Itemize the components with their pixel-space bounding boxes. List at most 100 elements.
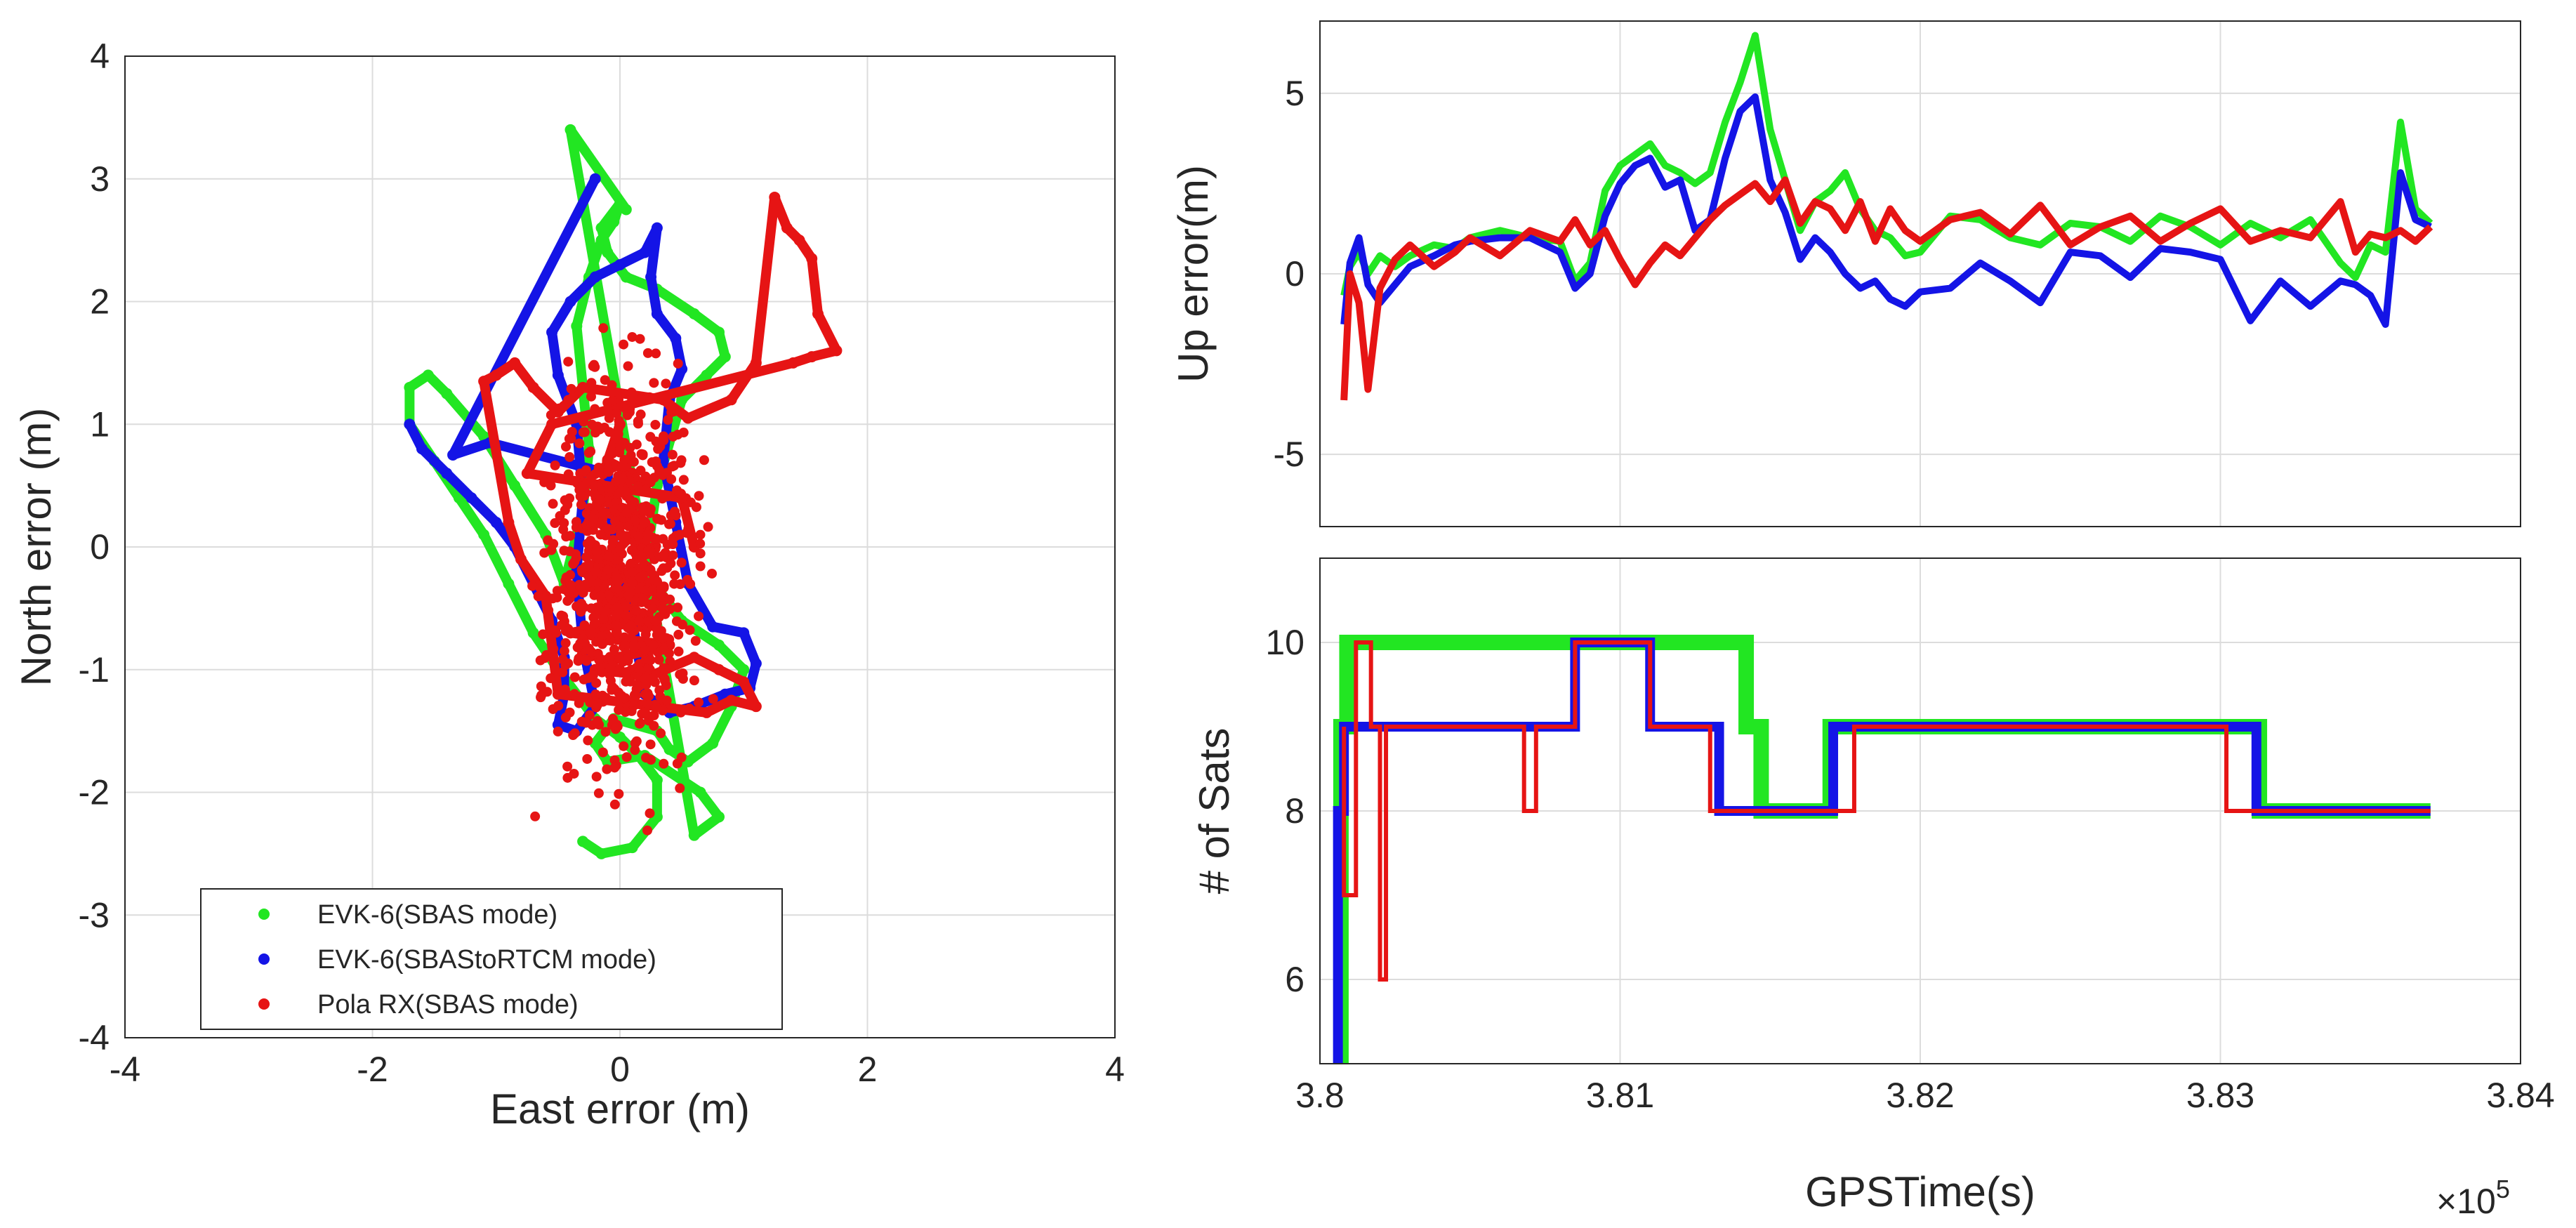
- scatter-cloud-point: [602, 764, 612, 774]
- scatter-cloud-point: [614, 436, 625, 447]
- scatter-cloud-point: [659, 435, 669, 446]
- scatter-cloud-point: [576, 607, 586, 617]
- scatter-point: [719, 351, 731, 363]
- scatter-cloud-point: [593, 788, 604, 798]
- scatter-cloud-point: [649, 378, 659, 388]
- scatter-cloud-point: [630, 690, 641, 701]
- up-error-chart: -5 0 5 Up error(m): [1170, 20, 2521, 527]
- scatter-cloud-point: [612, 408, 622, 418]
- scatter-cloud-point: [613, 583, 623, 594]
- scatter-cloud-point: [633, 481, 643, 491]
- scatter-point: [694, 786, 706, 798]
- scatter-cloud-point: [595, 591, 606, 602]
- scatter-cloud-point: [602, 397, 613, 408]
- scatter-cloud-point: [607, 380, 617, 390]
- scatter-cloud-point: [581, 718, 591, 728]
- num-sats-x-tick-labels: 3.8 3.81 3.82 3.83 3.84: [1295, 1076, 2554, 1115]
- scatter-cloud-point: [699, 455, 709, 466]
- scatter-cloud-point: [565, 531, 576, 541]
- scatter-cloud-point: [550, 518, 560, 529]
- scatter-cloud-point: [584, 710, 595, 720]
- scatter-cloud-point: [609, 644, 619, 654]
- scatter-cloud-point: [676, 557, 687, 568]
- scatter-cloud-point: [560, 505, 570, 515]
- scatter-point: [670, 332, 682, 344]
- scatter-cloud-point: [576, 489, 586, 500]
- num-sats-x-tick-label: 3.81: [1586, 1076, 1654, 1115]
- scatter-cloud-point: [623, 590, 634, 600]
- scatter-point: [738, 627, 750, 639]
- scatter-cloud-point: [665, 401, 675, 411]
- scatter-cloud-point: [630, 548, 640, 559]
- scatter-cloud-point: [647, 457, 657, 468]
- scatter-cloud-point: [670, 570, 680, 581]
- scatter-point: [552, 369, 564, 381]
- scatter-cloud-point: [689, 675, 699, 686]
- scatter-cloud-point: [693, 697, 704, 708]
- scatter-cloud-point: [572, 642, 583, 653]
- scatter-cloud-point: [678, 428, 689, 438]
- scatter-cloud-point: [530, 811, 541, 821]
- scatter-cloud-point: [673, 646, 684, 656]
- scatter-cloud-point: [640, 629, 651, 640]
- up-error-y-tick-label: 5: [1285, 74, 1304, 113]
- scatter-cloud-point: [533, 591, 543, 602]
- scatter-cloud-point: [661, 378, 671, 389]
- scatter-cloud-point: [561, 572, 572, 583]
- scatter-point: [725, 394, 737, 406]
- scatter-cloud-point: [625, 475, 635, 486]
- scatter-cloud-point: [597, 639, 607, 649]
- up-error-line-pola-rx-sbas-mode: [1340, 176, 2433, 401]
- legend-label-polarx-sbas: Pola RX(SBAS mode): [317, 990, 579, 1019]
- scatter-point: [614, 259, 626, 271]
- scatter-cloud-point: [645, 739, 656, 750]
- scatter-cloud-point: [638, 595, 649, 605]
- scatter-cloud-point: [587, 419, 597, 430]
- scatter-cloud-point: [626, 621, 636, 631]
- scatter-point: [577, 381, 589, 393]
- scatter-cloud-point: [583, 546, 594, 556]
- scatter-cloud-point: [597, 631, 607, 642]
- scatter-cloud-point: [590, 567, 601, 577]
- scatter-cloud-point: [619, 339, 629, 350]
- legend-label-evk6-sbastortcm: EVK-6(SBAStoRTCM mode): [317, 945, 656, 975]
- scatter-cloud-point: [695, 548, 706, 559]
- scatter-point: [490, 369, 502, 381]
- scatter-point: [490, 517, 502, 529]
- scatter-cloud-point: [595, 529, 606, 540]
- scatter-cloud-point: [590, 404, 600, 414]
- scatter-cloud-point: [586, 536, 596, 546]
- scatter-cloud-point: [560, 638, 571, 648]
- scatter-cloud-point: [644, 691, 654, 701]
- scatter-point: [787, 357, 799, 369]
- scatter-cloud-point: [621, 640, 631, 651]
- scatter-point: [750, 357, 762, 369]
- scatter-cloud-point: [548, 644, 559, 654]
- scatter-cloud-point: [592, 700, 602, 711]
- scatter-point: [713, 639, 725, 651]
- scatter-y-axis-label: North error (m): [13, 408, 60, 687]
- scatter-cloud-point: [708, 694, 718, 704]
- scatter-cloud-point: [627, 331, 638, 342]
- scatter-cloud-point: [643, 546, 654, 556]
- scatter-point: [441, 388, 453, 400]
- scatter-point: [602, 246, 614, 258]
- scatter-cloud-point: [673, 629, 684, 640]
- legend-marker-evk6-sbastortcm: [258, 953, 270, 965]
- scatter-point: [738, 676, 750, 688]
- scatter-point: [595, 222, 607, 234]
- scatter-point: [645, 271, 657, 283]
- scatter-cloud-point: [661, 695, 672, 706]
- scatter-cloud-point: [678, 475, 689, 485]
- scatter-cloud-point: [579, 411, 589, 422]
- scatter-cloud-point: [663, 415, 673, 425]
- scatter-cloud-point: [612, 627, 622, 638]
- scatter-cloud-point: [628, 501, 638, 511]
- scatter-point: [527, 381, 539, 393]
- scatter-cloud-point: [619, 693, 630, 704]
- scatter-cloud-point: [636, 449, 647, 459]
- scatter-cloud-point: [569, 672, 580, 682]
- scatter-cloud-point: [614, 788, 624, 799]
- legend-box: [200, 888, 783, 1030]
- scatter-cloud-point: [579, 620, 590, 630]
